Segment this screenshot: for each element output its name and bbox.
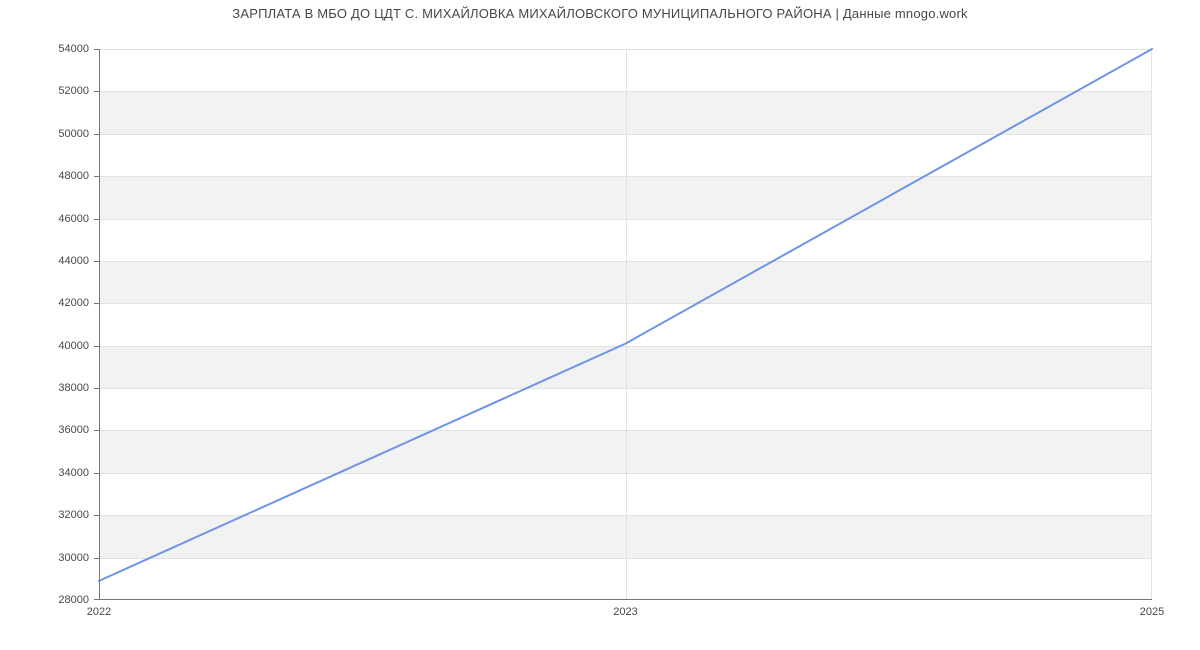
y-axis-tick-label: 40000 [58, 339, 89, 352]
y-axis-tick-label: 34000 [58, 466, 89, 479]
y-axis-tick [94, 218, 99, 220]
chart-title: ЗАРПЛАТА В МБО ДО ЦДТ С. МИХАЙЛОВКА МИХА… [232, 6, 968, 21]
y-axis-tick-label: 36000 [58, 424, 89, 437]
y-axis-tick-label: 44000 [58, 254, 89, 267]
y-axis-tick-label: 54000 [58, 43, 89, 55]
vertical-gridline [625, 49, 627, 600]
y-axis-tick-label: 30000 [58, 551, 89, 564]
y-axis-tick-label: 52000 [58, 85, 89, 98]
y-axis-tick [94, 472, 99, 474]
x-axis-tick-label: 2022 [86, 606, 112, 618]
vertical-gridline [1151, 49, 1152, 600]
y-axis-tick-label: 38000 [58, 382, 89, 395]
y-axis-tick [94, 345, 99, 347]
salary-series-line [98, 48, 1153, 582]
y-axis-tick [94, 388, 99, 390]
y-axis-tick [94, 91, 99, 93]
y-axis-tick [94, 303, 99, 305]
x-axis-tick-label: 2025 [1139, 606, 1165, 618]
y-axis-tick-label: 46000 [58, 212, 89, 225]
y-axis-tick [94, 599, 99, 600]
y-axis-tick [94, 430, 99, 432]
y-axis-tick-label: 32000 [58, 509, 89, 522]
y-axis-tick-label: 42000 [58, 297, 89, 310]
y-axis-tick-label: 28000 [58, 594, 89, 606]
y-axis-tick [94, 515, 99, 517]
x-axis-line [99, 599, 1152, 600]
data-line-svg [98, 48, 1153, 582]
x-axis-tick-label: 2023 [613, 606, 638, 618]
y-axis-tick-label: 50000 [58, 127, 89, 140]
y-axis-tick-label: 48000 [58, 170, 89, 183]
y-axis-tick [94, 557, 99, 559]
y-axis-tick [94, 260, 99, 262]
y-axis-line [99, 49, 100, 600]
y-axis-tick [94, 49, 99, 50]
y-axis-tick [94, 133, 99, 135]
plot-area [94, 48, 1153, 600]
y-axis-tick [94, 176, 99, 178]
